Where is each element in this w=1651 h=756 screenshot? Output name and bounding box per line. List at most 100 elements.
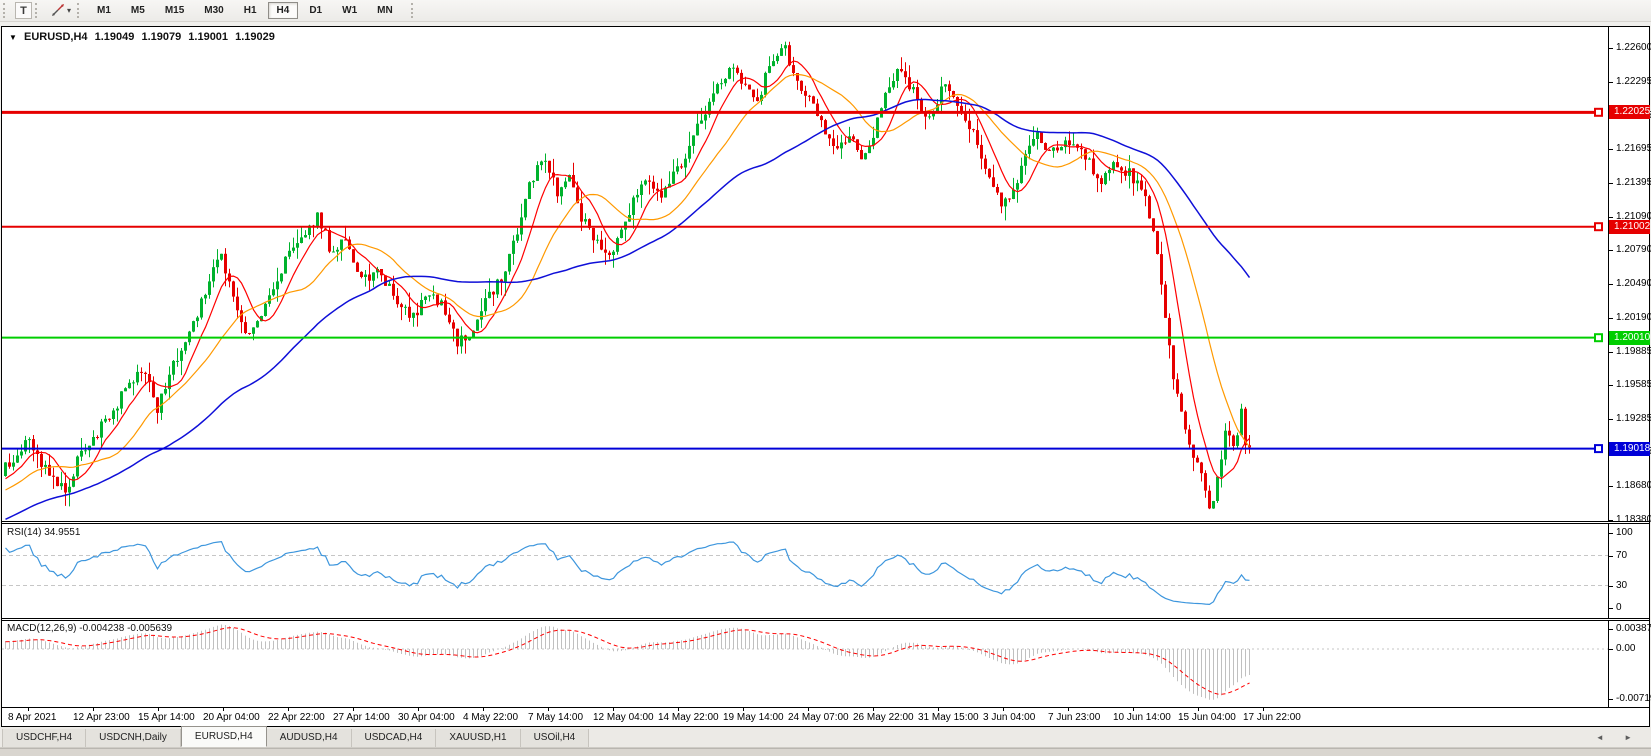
macd-tick-label: 0.003873 <box>1616 623 1651 634</box>
time-axis-label: 15 Apr 14:00 <box>138 712 195 723</box>
time-tick <box>678 708 679 711</box>
price-tick-label: 1.22600 <box>1616 42 1651 53</box>
time-axis-label: 12 Apr 23:00 <box>73 712 130 723</box>
symbol-tab-bar: USDCHF,H4 USDCNH,Daily EURUSD,H4 AUDUSD,H4 U… <box>0 726 1651 748</box>
arrow-style-icon <box>51 4 65 17</box>
symbol-tab-usoil[interactable]: USOil,H4 <box>520 729 590 747</box>
price-tick-label: 1.20490 <box>1616 278 1651 289</box>
timeframe-button-m1[interactable]: M1 <box>97 5 111 16</box>
time-tick <box>1133 708 1134 711</box>
macd-pane[interactable] <box>2 621 1608 707</box>
rsi-tick-label: 70 <box>1616 549 1628 561</box>
timeframe-button-m15[interactable]: M15 <box>164 5 185 16</box>
time-axis-label: 19 May 14:00 <box>723 712 784 723</box>
time-axis-label: 24 May 07:00 <box>788 712 849 723</box>
rsi-tick <box>1609 608 1613 609</box>
price-axis[interactable]: 1.226001.222951.219951.216951.213951.210… <box>1608 27 1651 707</box>
price-tick <box>1609 182 1613 184</box>
chart-title: ▼ EURUSD,H4 1.19049 1.19079 1.19001 1.19… <box>9 31 279 43</box>
time-tick <box>1263 708 1264 711</box>
rsi-tick <box>1609 533 1613 534</box>
pane-splitter[interactable] <box>2 521 1649 524</box>
price-tick-label: 1.19285 <box>1616 412 1651 424</box>
macd-layer <box>2 624 1608 700</box>
time-tick <box>288 708 289 711</box>
price-tick <box>1609 284 1613 285</box>
macd-label: MACD(12,26,9) -0.004238 -0.005639 <box>7 623 173 634</box>
tab-scroll-arrows: ◄ ► <box>1596 733 1641 742</box>
macd-tick <box>1609 629 1613 630</box>
candlestick-layer <box>2 41 1603 520</box>
rsi-label: RSI(14) 34.9551 <box>7 527 81 538</box>
time-tick <box>1003 708 1004 711</box>
time-axis-label: 7 May 14:00 <box>528 712 584 723</box>
rsi-pane[interactable] <box>2 524 1608 618</box>
symbol-tab-usdcad[interactable]: USDCAD,H4 <box>351 729 437 747</box>
chevron-down-icon: ▾ <box>67 6 72 15</box>
time-tick <box>418 708 419 711</box>
main-chart-pane[interactable] <box>2 27 1608 521</box>
time-tick <box>483 708 484 711</box>
time-axis-label: 17 Jun 22:00 <box>1243 712 1301 723</box>
rsi-tick <box>1609 585 1613 587</box>
symbol-tab-audusd[interactable]: AUDUSD,H4 <box>266 729 352 747</box>
bottom-status-strip <box>0 748 1651 756</box>
toolbar-grip[interactable] <box>3 3 8 18</box>
top-toolbar: T ▾ M1 M5 M15 M30 H1 H4 D1 W1 MN <box>0 0 1651 22</box>
symbol-period-label: EURUSD,H4 <box>23 31 88 43</box>
symbol-tab-usdcnh[interactable]: USDCNH,Daily <box>86 729 181 747</box>
timeframe-button-m5[interactable]: M5 <box>130 5 145 16</box>
time-tick <box>1068 708 1069 711</box>
price-tick <box>1609 486 1613 488</box>
price-tick-label: 1.18680 <box>1616 480 1651 492</box>
time-tick <box>743 708 744 711</box>
time-axis[interactable]: 8 Apr 2021 12 Apr 23:00 15 Apr 14:00 20 Apr… <box>2 707 1649 726</box>
toolbar-grip[interactable] <box>35 3 40 18</box>
time-axis-label: 31 May 15:00 <box>918 712 979 723</box>
timeframe-button-mn[interactable]: MN <box>377 5 393 16</box>
macd-tick-label: 0.00 <box>1616 643 1636 654</box>
price-tick <box>1609 351 1613 353</box>
time-tick <box>353 708 354 711</box>
time-tick <box>808 708 809 711</box>
text-tool-button[interactable]: T <box>15 2 32 19</box>
time-axis-label: 14 May 22:00 <box>658 712 719 723</box>
macd-tick-label: -0.00719 <box>1616 693 1651 704</box>
timeframe-button-d1[interactable]: D1 <box>309 5 323 16</box>
time-axis-label: 3 Jun 04:00 <box>983 712 1036 723</box>
tab-scroll-left-icon[interactable]: ◄ <box>1595 733 1613 742</box>
symbol-tab-eurusd[interactable]: EURUSD,H4 <box>180 726 267 747</box>
timeframe-button-h1[interactable]: H1 <box>243 5 257 16</box>
price-tick <box>1609 149 1613 151</box>
timeframe-button-m30[interactable]: M30 <box>204 5 224 16</box>
toolbar-grip[interactable] <box>77 3 82 18</box>
chart-window: ▼ EURUSD,H4 1.19049 1.19079 1.19001 1.19… <box>1 26 1651 727</box>
time-tick <box>223 708 224 711</box>
time-axis-label: 7 Jun 23:00 <box>1048 712 1101 723</box>
symbol-tab-usdchf[interactable]: USDCHF,H4 <box>2 729 87 747</box>
timeframe-button-h4[interactable]: H4 <box>267 2 299 19</box>
arrow-style-button[interactable]: ▾ <box>48 2 74 19</box>
price-tick-label: 1.18380 <box>1616 514 1651 525</box>
price-tick <box>1609 82 1613 84</box>
symbol-tab-xauusd[interactable]: XAUUSD,H1 <box>436 729 521 747</box>
price-tick-label: 1.19885 <box>1616 345 1651 357</box>
ohlc-high: 1.19079 <box>141 31 182 43</box>
window-menu-icon[interactable]: ▼ <box>9 33 17 42</box>
time-axis-label: 8 Apr 2021 <box>8 712 57 723</box>
toolbar-grip[interactable] <box>410 3 416 18</box>
rsi-tick <box>1609 555 1613 557</box>
time-axis-label: 26 May 22:00 <box>853 712 914 723</box>
pane-splitter[interactable] <box>2 618 1649 621</box>
time-axis-label: 22 Apr 22:00 <box>268 712 325 723</box>
price-level-badge: 1.19018 <box>1609 441 1650 456</box>
time-axis-label: 20 Apr 04:00 <box>203 712 260 723</box>
ohlc-close: 1.19029 <box>235 31 275 43</box>
price-tick <box>1609 250 1613 252</box>
ohlc-low: 1.19001 <box>188 31 229 43</box>
tab-scroll-right-icon[interactable]: ► <box>1624 733 1641 742</box>
timeframe-button-w1[interactable]: W1 <box>342 5 358 16</box>
time-tick <box>938 708 939 711</box>
time-axis-label: 15 Jun 04:00 <box>1178 712 1236 723</box>
macd-tick <box>1609 699 1613 700</box>
